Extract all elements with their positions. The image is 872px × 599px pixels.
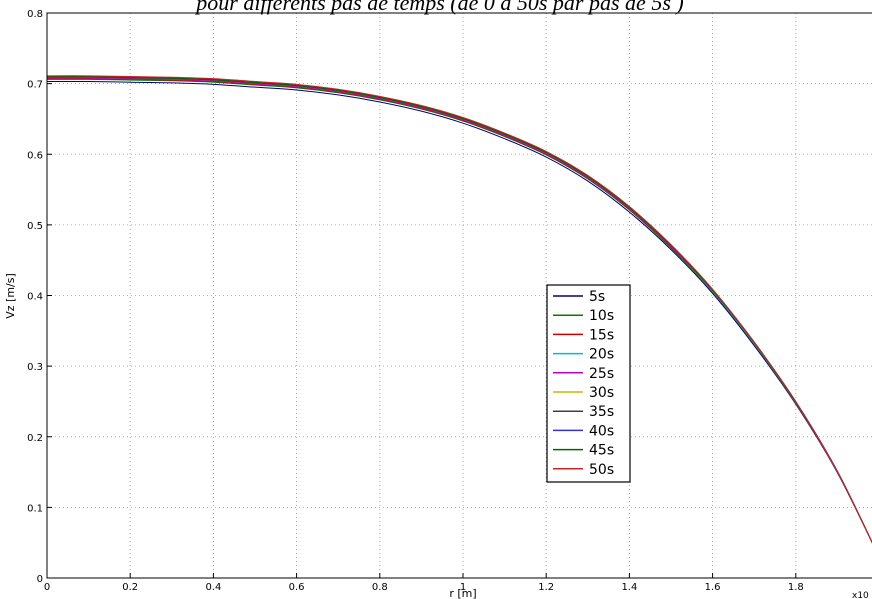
legend: 5s 10s 15s 20s 25s 30s 35s 40s 45s 50s bbox=[546, 284, 631, 483]
legend-label-45s: 45s bbox=[589, 443, 614, 459]
x-tick-label: 1.4 bbox=[621, 582, 637, 593]
legend-label-20s: 20s bbox=[589, 347, 614, 363]
x-axis-label: r [m] bbox=[449, 587, 476, 599]
series-line-30s bbox=[46, 76, 872, 544]
grid bbox=[47, 13, 872, 578]
y-tick-label: 0.3 bbox=[27, 362, 43, 373]
series-line-40s bbox=[46, 76, 872, 544]
legend-label-30s: 30s bbox=[589, 385, 614, 401]
series-line-5s bbox=[46, 80, 872, 544]
y-tick-label: 0.2 bbox=[27, 433, 43, 444]
legend-label-35s: 35s bbox=[589, 404, 614, 420]
series-line-10s bbox=[46, 78, 872, 544]
chart-title: pour différents pas de temps (de 0 à 50s… bbox=[194, 0, 683, 15]
y-tick-label: 0.4 bbox=[27, 292, 43, 303]
x-tick-labels: 0 0.2 0.4 0.6 0.8 1 1.2 1.4 1.6 1.8 bbox=[44, 573, 804, 593]
legend-label-5s: 5s bbox=[589, 289, 605, 305]
x-tick-label: 0.4 bbox=[205, 582, 221, 593]
y-tick-label: 0.6 bbox=[27, 150, 43, 161]
y-tick-labels: 0 0.1 0.2 0.3 0.4 0.5 0.6 0.7 0.8 bbox=[27, 9, 52, 585]
y-tick-label: 0.7 bbox=[27, 80, 43, 91]
x-tick-label: 0 bbox=[44, 582, 50, 593]
x-tick-label: 0.8 bbox=[372, 582, 388, 593]
series-line-20s bbox=[46, 77, 872, 544]
y-tick-label: 0.1 bbox=[27, 503, 43, 514]
x-tick-label: 1.2 bbox=[538, 582, 554, 593]
series-line-35s bbox=[46, 76, 872, 544]
y-axis-label: Vz [m/s] bbox=[4, 273, 17, 319]
x-tick-label: 1.8 bbox=[788, 582, 804, 593]
x-tick-label: 0.2 bbox=[122, 582, 138, 593]
legend-label-50s: 50s bbox=[589, 462, 614, 478]
series-lines bbox=[46, 75, 872, 544]
x-tick-label: 1.6 bbox=[705, 582, 721, 593]
series-line-25s bbox=[46, 77, 872, 544]
legend-label-25s: 25s bbox=[589, 366, 614, 382]
y-tick-label: 0.5 bbox=[27, 221, 43, 232]
series-line-45s bbox=[46, 76, 872, 544]
legend-label-10s: 10s bbox=[589, 308, 614, 324]
y-tick-label: 0.8 bbox=[27, 9, 43, 20]
series-line-50s bbox=[46, 75, 872, 544]
series-line-15s bbox=[46, 78, 872, 544]
x-tick-label: 1 bbox=[460, 582, 466, 593]
x-tick-label: 0.6 bbox=[289, 582, 305, 593]
x-axis-exponent: x10 bbox=[852, 591, 869, 599]
y-tick-label: 0 bbox=[37, 574, 43, 585]
legend-label-15s: 15s bbox=[589, 327, 614, 343]
legend-label-40s: 40s bbox=[589, 423, 614, 439]
